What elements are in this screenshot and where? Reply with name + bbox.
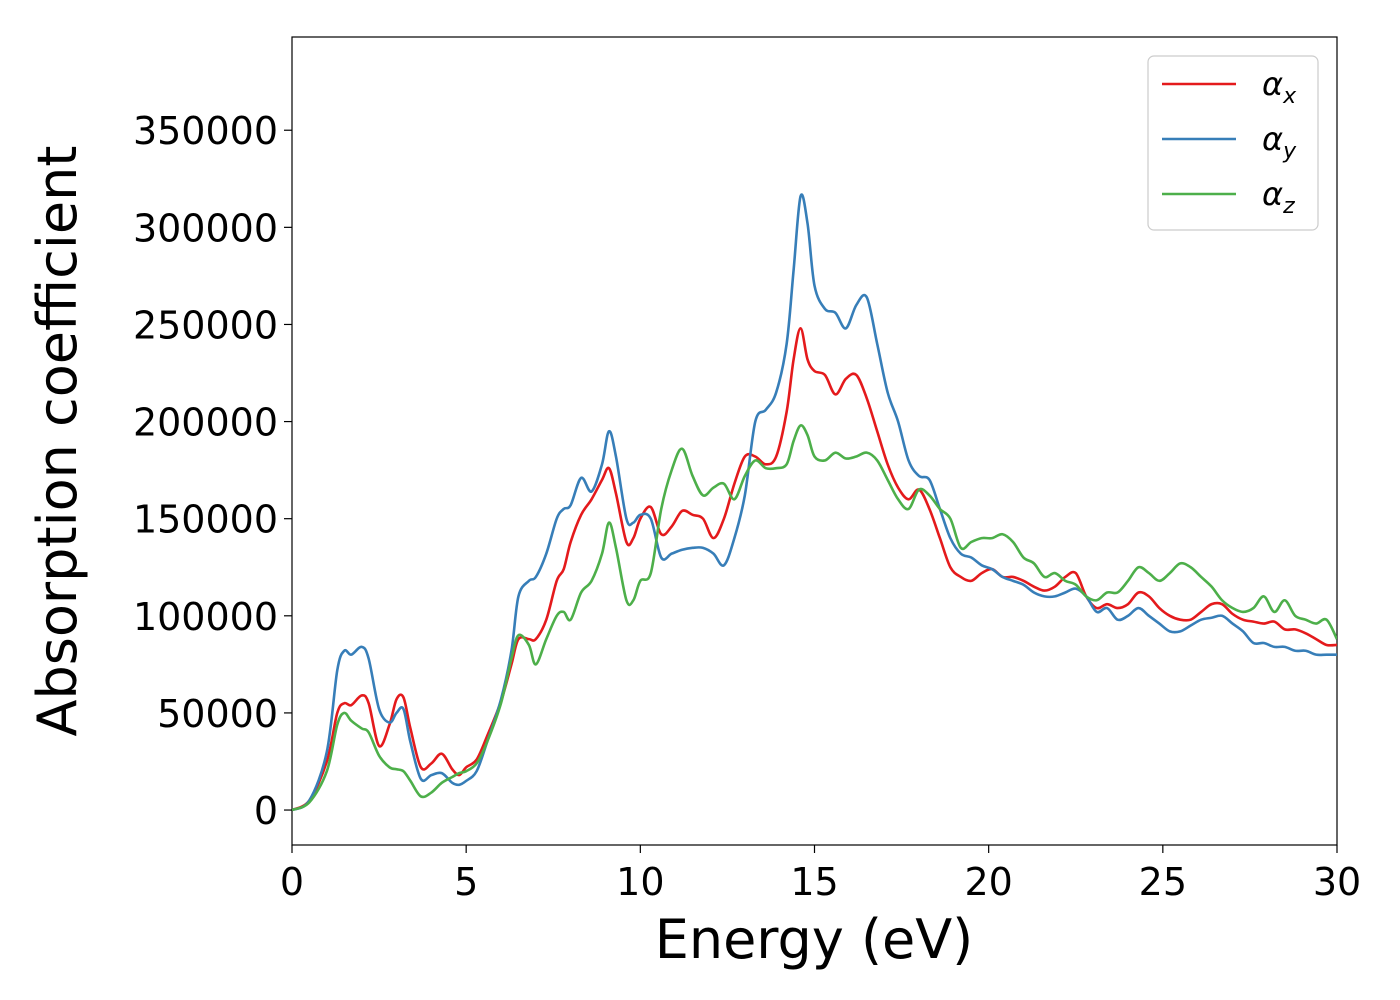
y-tick-label: 250000 [133,303,278,347]
x-tick-label: 5 [454,860,478,904]
series-line-y [292,193,1337,812]
x-tick-label: 25 [1139,860,1187,904]
y-tick-label: 300000 [133,206,278,250]
y-tick-label: 50000 [157,692,278,736]
y-tick-label: 350000 [133,109,278,153]
x-axis: 0 5 10 15 20 25 30 [280,845,1361,904]
legend-label-y: αy [1262,120,1297,164]
y-axis-title: Absorption coefficient [26,146,89,737]
y-axis: 0 50000 100000 150000 200000 250000 300000 3500… [133,109,292,833]
x-tick-label: 30 [1313,860,1361,904]
series-lines [292,193,1337,812]
x-tick-label: 10 [616,860,664,904]
y-tick-label: 0 [254,789,278,833]
y-tick-label: 200000 [133,401,278,445]
y-tick-label: 100000 [133,595,278,639]
x-tick-label: 0 [280,860,304,904]
series-line-z [292,424,1337,812]
x-tick-label: 15 [790,860,838,904]
x-tick-label: 20 [964,860,1012,904]
legend-box [1147,55,1319,231]
x-axis-title: Energy (eV) [655,908,974,971]
y-tick-label: 150000 [133,498,278,542]
